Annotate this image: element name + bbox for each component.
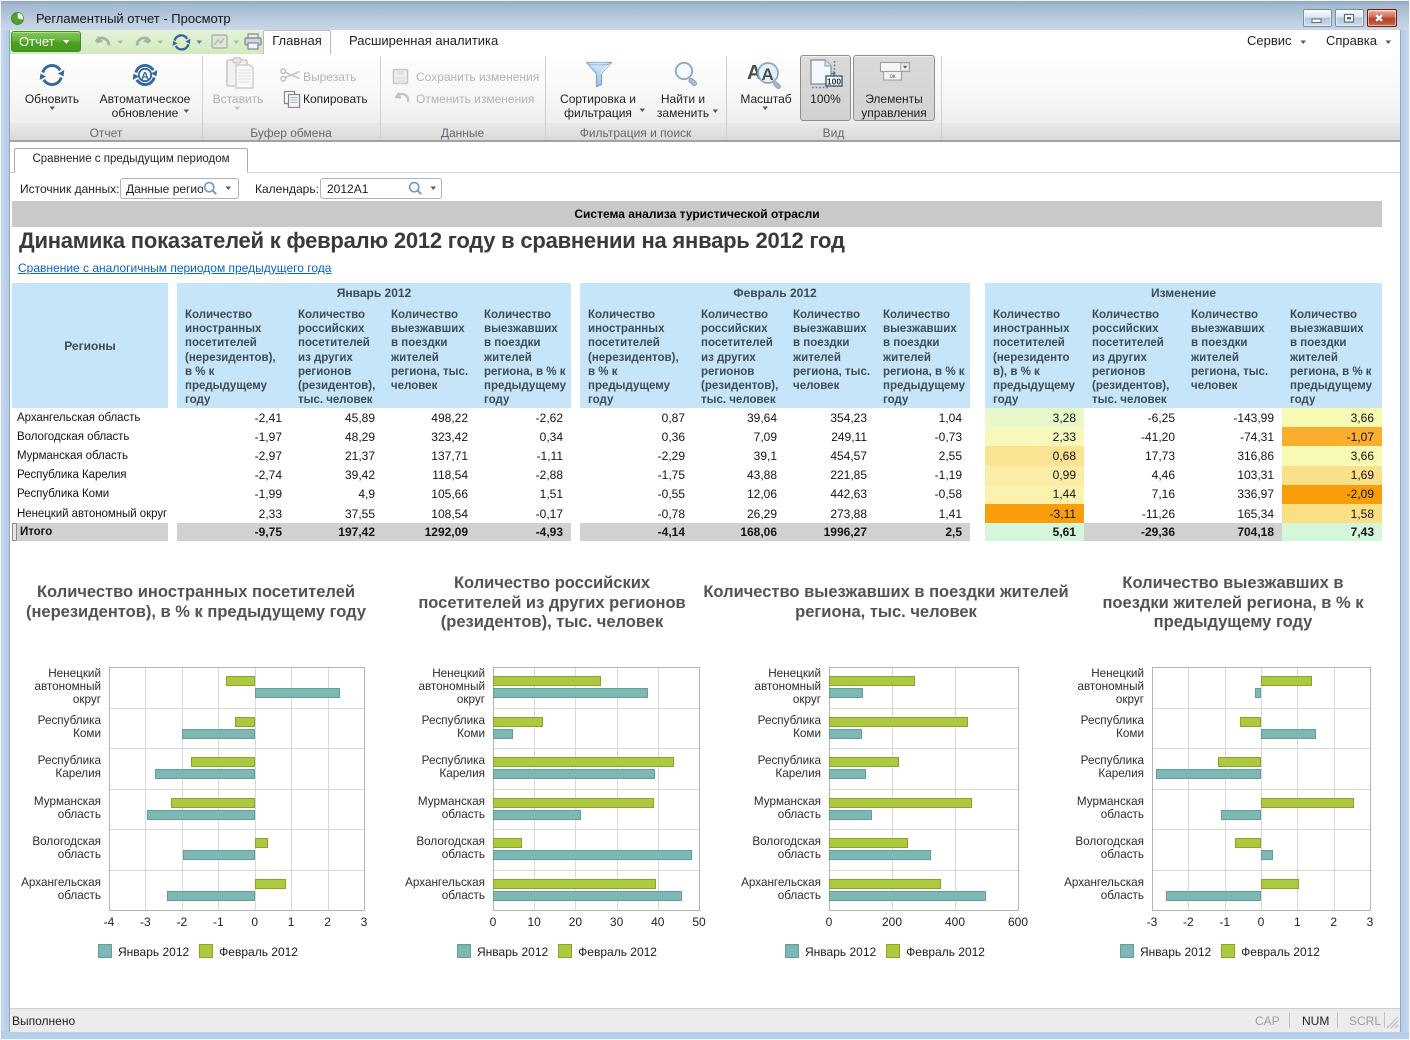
svg-text:100: 100	[827, 76, 841, 86]
svg-text:A: A	[747, 62, 761, 84]
svg-text:ок: ок	[890, 74, 896, 80]
svg-text:A: A	[762, 65, 774, 84]
svg-text:A: A	[141, 70, 149, 82]
